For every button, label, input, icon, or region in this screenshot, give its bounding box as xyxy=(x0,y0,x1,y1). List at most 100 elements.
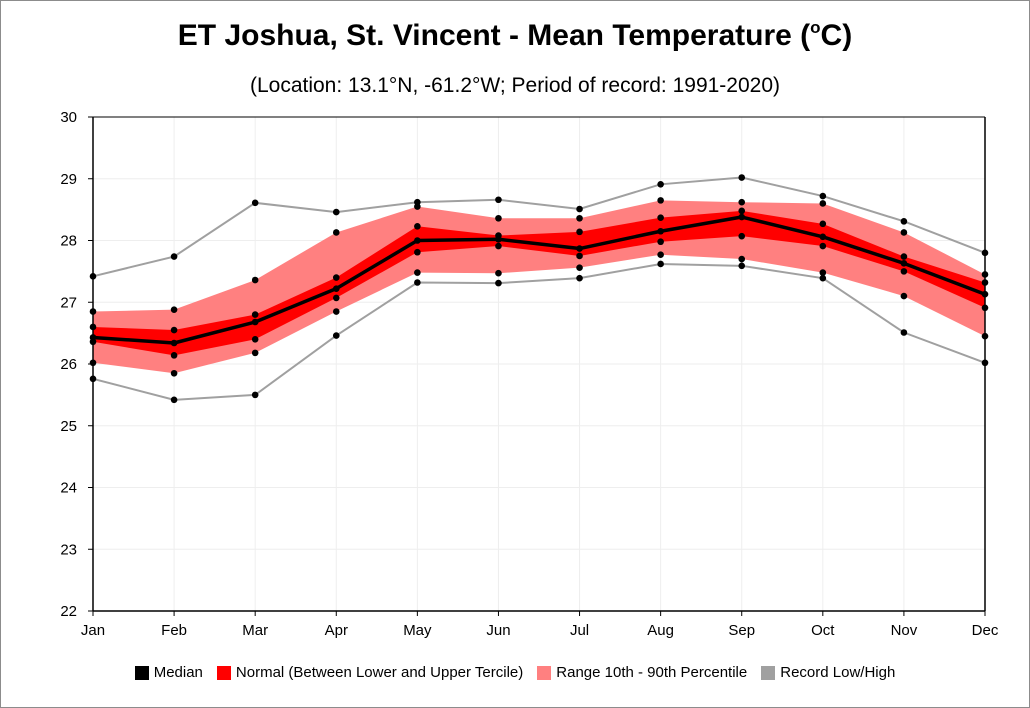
data-point-median xyxy=(576,245,583,252)
percentile-range-band xyxy=(93,200,985,374)
data-point-record_high xyxy=(657,181,664,188)
data-point-record_low xyxy=(332,332,340,339)
data-point-median xyxy=(657,227,664,235)
data-point-record_low xyxy=(900,329,908,336)
data-point-upper_tercile xyxy=(170,326,178,334)
data-point-p10 xyxy=(414,269,421,276)
x-tick-label: Jun xyxy=(486,622,510,639)
data-point-median xyxy=(170,339,178,347)
x-tick-label: Sep xyxy=(728,622,755,639)
data-point-p90 xyxy=(738,198,746,206)
legend-swatch-median xyxy=(134,665,149,680)
data-point-upper_tercile xyxy=(900,253,908,260)
legend-item-normal: Normal (Between Lower and Upper Tercile) xyxy=(216,664,524,681)
data-point-lower_tercile xyxy=(657,238,664,246)
data-point-lower_tercile xyxy=(414,248,421,256)
record-high-line xyxy=(92,176,986,278)
data-point-record_high xyxy=(819,192,827,200)
data-point-p90 xyxy=(170,306,178,313)
data-point-upper_tercile xyxy=(251,311,259,318)
data-point-upper_tercile xyxy=(414,222,421,230)
y-tick-label: 24 xyxy=(60,480,77,497)
legend-item-record: Record Low/High xyxy=(761,664,895,681)
x-tick-label: Nov xyxy=(891,622,918,639)
data-point-p10 xyxy=(332,308,340,315)
x-tick-label: Dec xyxy=(972,622,999,639)
data-point-p90 xyxy=(332,229,340,236)
data-point-p10 xyxy=(738,255,746,263)
data-point-upper_tercile xyxy=(576,228,583,236)
legend-item-range: Range 10th - 90th Percentile xyxy=(537,664,747,681)
data-point-lower_tercile xyxy=(900,268,908,275)
x-tick-label: Apr xyxy=(325,622,348,639)
chart-subtitle: (Location: 13.1°N, -61.2°W; Period of re… xyxy=(249,74,781,97)
data-point-p90 xyxy=(576,214,583,222)
chart-title-superscript: o xyxy=(810,18,821,37)
x-tick-label: Aug xyxy=(647,622,674,639)
x-tick-label: Oct xyxy=(811,622,835,639)
data-point-lower_tercile xyxy=(495,242,502,250)
legend-label-record: Record Low/High xyxy=(780,664,896,681)
y-tick-label: 30 xyxy=(60,109,77,126)
data-point-p90 xyxy=(495,214,502,222)
data-point-record_low xyxy=(414,279,421,286)
y-tick-label: 28 xyxy=(60,233,77,250)
y-tick-label: 27 xyxy=(60,294,77,311)
data-point-p90 xyxy=(900,229,908,236)
record-low-line xyxy=(92,262,986,401)
data-point-p90 xyxy=(819,200,827,207)
data-point-p90 xyxy=(657,197,664,204)
y-tick-label: 23 xyxy=(60,541,77,558)
x-tick-label: Feb xyxy=(161,622,187,639)
data-point-upper_tercile xyxy=(738,207,746,215)
data-point-p90 xyxy=(251,276,259,284)
data-point-median xyxy=(414,237,421,244)
data-point-record_high xyxy=(576,205,583,213)
data-point-p10 xyxy=(576,264,583,271)
legend-item-median: Median xyxy=(134,664,203,681)
data-point-lower_tercile xyxy=(738,232,746,240)
data-point-record_high xyxy=(900,218,908,225)
legend-label-normal: Normal (Between Lower and Upper Tercile) xyxy=(235,664,524,681)
data-point-p10 xyxy=(495,269,502,277)
data-point-p10 xyxy=(657,251,664,259)
chart-legend: Median Normal (Between Lower and Upper T… xyxy=(0,664,1030,681)
median-line xyxy=(92,215,986,345)
legend-swatch-range xyxy=(537,665,552,680)
data-point-record_low xyxy=(170,396,178,404)
data-point-lower_tercile xyxy=(576,252,583,260)
data-point-record_low xyxy=(251,391,259,399)
x-tick-label: Jan xyxy=(81,622,105,639)
data-point-record_low xyxy=(738,262,746,270)
x-tick-label: Mar xyxy=(242,622,268,639)
data-point-record_low xyxy=(576,274,583,282)
data-point-upper_tercile xyxy=(657,214,664,221)
data-point-lower_tercile xyxy=(819,242,827,250)
data-point-record_high xyxy=(170,253,178,260)
legend-swatch-normal xyxy=(216,665,231,680)
data-point-lower_tercile xyxy=(251,336,259,343)
x-tick-label: Jul xyxy=(570,622,589,639)
data-point-record_high xyxy=(332,208,340,216)
x-tick-label: May xyxy=(403,622,432,639)
data-point-median xyxy=(251,318,259,326)
y-tick-label: 22 xyxy=(60,603,77,620)
data-point-record_low xyxy=(819,274,827,282)
data-point-p10 xyxy=(251,349,259,357)
data-point-record_high xyxy=(495,196,502,204)
data-point-median xyxy=(332,285,340,292)
data-point-record_high xyxy=(251,199,259,207)
chart-title-unit: C) xyxy=(820,19,853,52)
data-point-lower_tercile xyxy=(170,352,178,359)
chart-title: ET Joshua, St. Vincent - Mean Temperatur… xyxy=(0,18,1030,53)
data-point-p10 xyxy=(900,292,908,300)
data-point-median xyxy=(900,260,908,267)
chart-title-text: ET Joshua, St. Vincent - Mean Temperatur… xyxy=(177,19,811,52)
data-point-p10 xyxy=(170,369,178,377)
y-tick-label: 29 xyxy=(60,171,77,188)
y-tick-label: 26 xyxy=(60,356,77,373)
data-point-median xyxy=(738,213,746,221)
legend-label-median: Median xyxy=(153,664,203,681)
data-point-p10 xyxy=(819,269,827,276)
